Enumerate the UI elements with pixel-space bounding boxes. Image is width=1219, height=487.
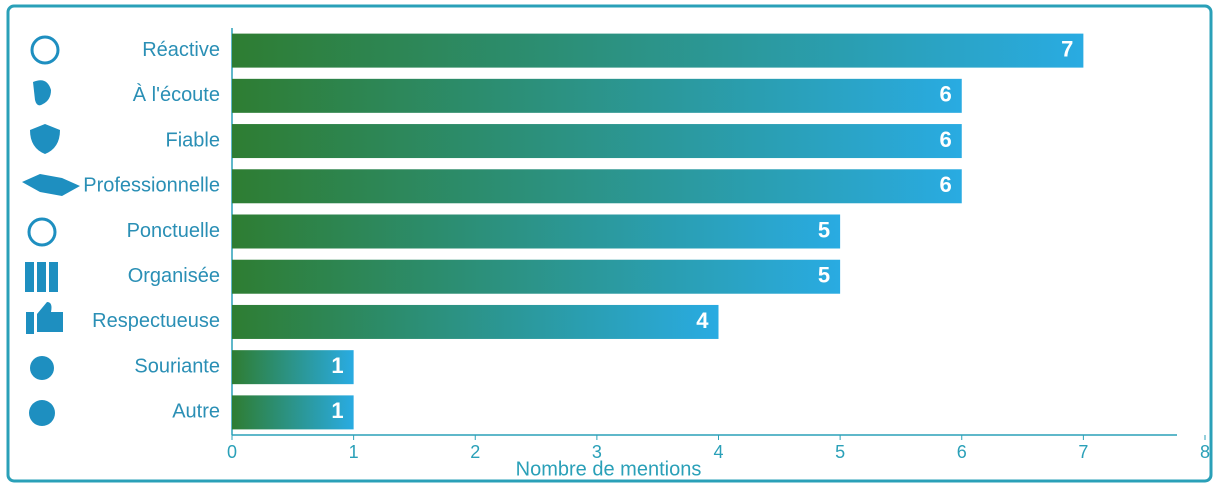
bar [232, 33, 1084, 68]
bar [232, 304, 719, 339]
x-tick-label: 7 [1078, 442, 1088, 462]
bar [232, 124, 962, 159]
x-tick-label: 1 [349, 442, 359, 462]
value-label: 1 [331, 398, 343, 423]
bar [232, 395, 354, 430]
bar [232, 214, 841, 249]
x-tick-label: 8 [1200, 442, 1210, 462]
frame [6, 4, 1213, 483]
x-tick-label: 2 [470, 442, 480, 462]
value-label: 6 [940, 172, 952, 197]
category-label: Souriante [134, 355, 220, 377]
category-label: Respectueuse [92, 310, 220, 332]
value-label: 5 [818, 217, 830, 242]
category-label: Fiable [166, 129, 220, 151]
x-tick-label: 4 [713, 442, 723, 462]
value-label: 6 [940, 82, 952, 107]
bar [232, 259, 841, 294]
icons [22, 35, 80, 426]
x-tick-label: 0 [227, 442, 237, 462]
x-axis-title: Nombre de mentions [516, 458, 702, 480]
category-label: Réactive [142, 39, 220, 61]
category-label: Autre [172, 401, 220, 423]
bar [232, 78, 962, 113]
x-tick-label: 5 [835, 442, 845, 462]
bar [232, 169, 962, 204]
category-label: Organisée [128, 265, 220, 287]
value-label: 7 [1061, 36, 1073, 61]
category-label: Professionnelle [83, 175, 220, 197]
value-label: 5 [818, 263, 830, 288]
bar [232, 350, 354, 385]
value-label: 6 [940, 127, 952, 152]
x-tick-label: 6 [957, 442, 967, 462]
category-label: Ponctuelle [127, 220, 220, 242]
x-tick-label: 3 [592, 442, 602, 462]
value-label: 4 [696, 308, 709, 333]
category-label: À l'écoute [133, 83, 220, 106]
value-label: 1 [331, 353, 343, 378]
